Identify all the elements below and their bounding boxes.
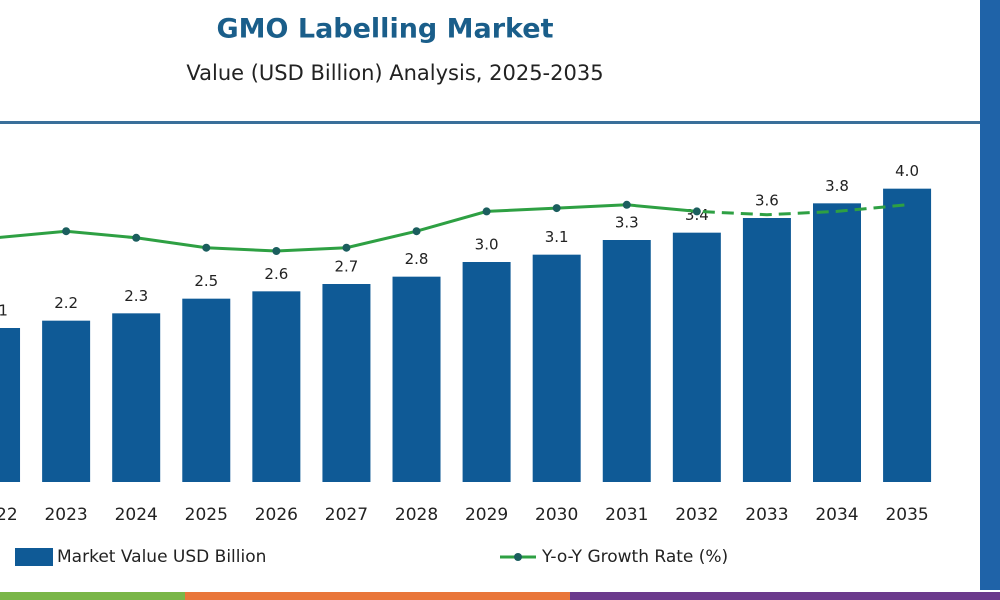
footer-strip	[570, 592, 1000, 600]
line-marker	[482, 207, 491, 216]
x-tick-label: 2024	[115, 505, 158, 525]
side-band	[980, 0, 1000, 590]
bar	[532, 254, 581, 482]
bar	[0, 328, 21, 482]
footer-strip	[185, 592, 570, 600]
x-tick-label: 2030	[535, 505, 578, 525]
value-label: 3.3	[615, 214, 639, 232]
bar	[462, 262, 511, 482]
x-tick-label: 2032	[675, 505, 718, 525]
x-tick-label: 2027	[325, 505, 368, 525]
line-marker	[552, 204, 561, 213]
bar	[112, 313, 161, 482]
chart-subtitle: Value (USD Billion) Analysis, 2025-2035	[186, 61, 603, 85]
bar	[42, 320, 91, 482]
x-tick-label: 2033	[745, 505, 788, 525]
value-label: 2.5	[194, 272, 218, 290]
x-tick-label: 2026	[255, 505, 298, 525]
line-marker	[132, 233, 141, 242]
chart-title: GMO Labelling Market	[216, 14, 553, 45]
line-marker	[622, 200, 631, 209]
growth-line	[0, 203, 908, 253]
value-label: 3.6	[755, 192, 779, 210]
line-marker	[62, 227, 71, 236]
line-marker	[272, 247, 281, 255]
bar	[392, 276, 441, 482]
value-label: 2.7	[335, 258, 359, 276]
line-marker	[692, 207, 701, 216]
line-marker	[342, 243, 351, 252]
line-marker	[202, 243, 211, 252]
value-label: 2.3	[124, 287, 148, 305]
value-label: 2.8	[405, 250, 429, 268]
x-tick-label: 2022	[0, 505, 18, 525]
x-tick-label: 2028	[395, 505, 438, 525]
value-label: 4.0	[895, 162, 919, 180]
line-marker	[412, 227, 421, 236]
x-tick-label: 2029	[465, 505, 508, 525]
bar	[672, 232, 721, 482]
header-rule	[0, 121, 980, 124]
legend-label: Y-o-Y Growth Rate (%)	[541, 547, 728, 567]
bar	[182, 298, 231, 482]
value-label: 2.1	[0, 302, 8, 320]
value-label: 2.2	[54, 294, 78, 312]
value-label: 3.8	[825, 177, 849, 195]
bar	[813, 203, 861, 483]
x-tick-label: 2023	[44, 505, 87, 525]
bar	[322, 284, 371, 482]
bar	[252, 291, 301, 482]
footer-strip	[0, 592, 185, 600]
value-label: 3.1	[545, 228, 569, 246]
x-tick-label: 2035	[885, 505, 928, 525]
bar	[602, 240, 651, 482]
legend-label: Market Value USD Billion	[57, 547, 266, 567]
legend-swatch	[514, 553, 522, 561]
bar	[742, 218, 791, 482]
value-label: 3.0	[475, 236, 499, 254]
x-tick-label: 2034	[815, 505, 858, 525]
x-tick-label: 2031	[605, 505, 648, 525]
legend-swatch	[15, 548, 53, 566]
value-label: 2.6	[264, 265, 288, 283]
x-tick-label: 2025	[185, 505, 228, 525]
bar	[883, 188, 932, 482]
